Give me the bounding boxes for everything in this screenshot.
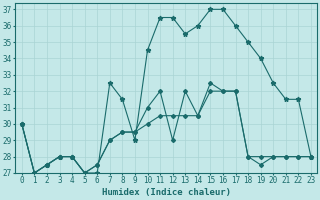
X-axis label: Humidex (Indice chaleur): Humidex (Indice chaleur) [102, 188, 231, 197]
